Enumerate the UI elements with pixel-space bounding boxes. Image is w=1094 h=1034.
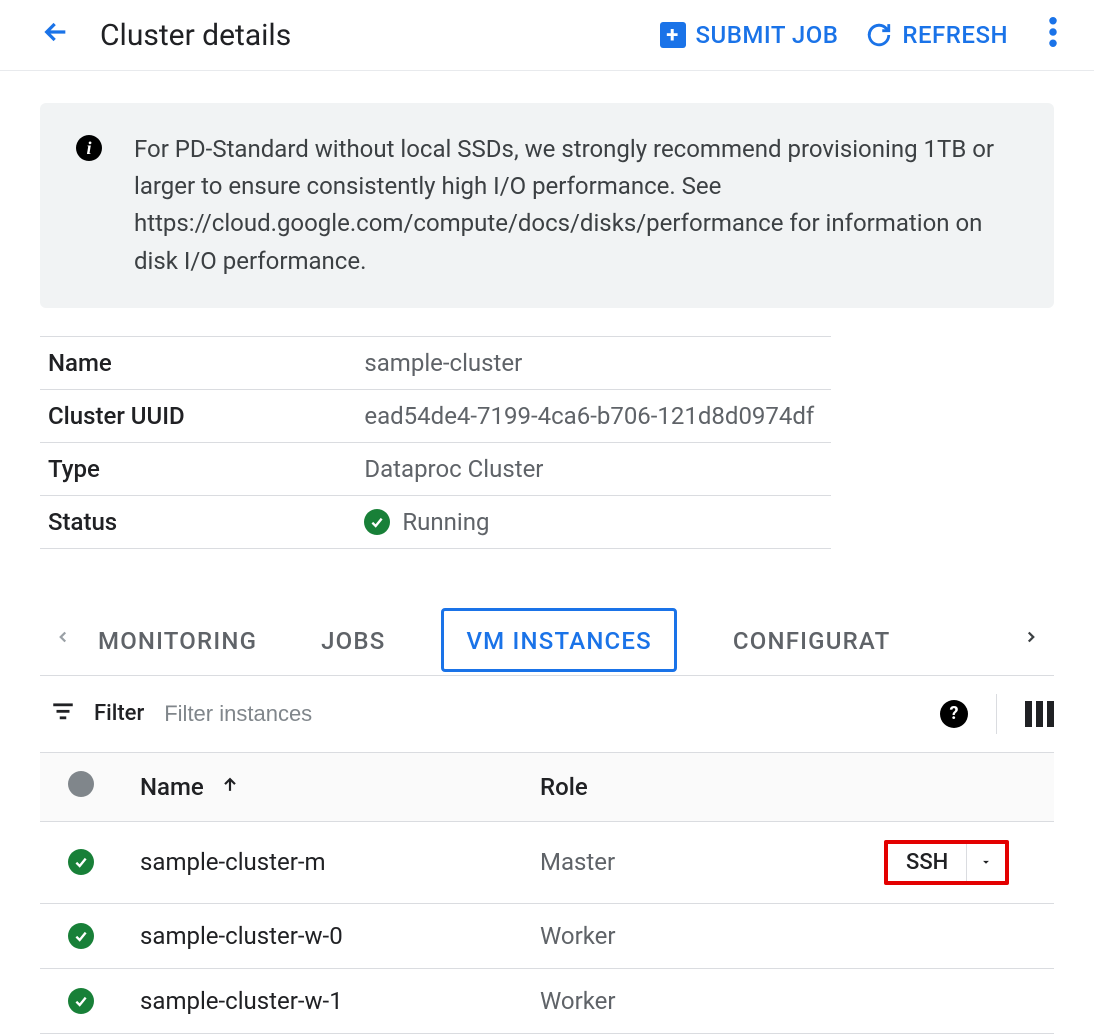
status-ok-icon [68, 923, 94, 949]
instance-row: sample-cluster-w-1Worker [40, 968, 1054, 1033]
filter-bar: Filter ? [40, 676, 1054, 753]
detail-row-name: Name sample-cluster [40, 336, 831, 389]
tab-jobs[interactable]: JOBS [313, 605, 393, 675]
column-header-role[interactable]: Role [530, 753, 874, 822]
instance-name[interactable]: sample-cluster-m [130, 821, 530, 903]
info-icon: i [76, 135, 102, 161]
detail-row-type: Type Dataproc Cluster [40, 442, 831, 495]
detail-type-value: Dataproc Cluster [356, 442, 831, 495]
more-menu-button[interactable] [1036, 17, 1070, 53]
tab-monitoring[interactable]: MONITORING [90, 605, 265, 675]
detail-status-value: Running [402, 508, 489, 536]
help-icon[interactable]: ? [940, 700, 968, 728]
tabs: MONITORING JOBS VM INSTANCES CONFIGURAT [40, 605, 1054, 676]
submit-job-button[interactable]: + SUBMIT JOB [660, 21, 839, 49]
sort-asc-icon [220, 773, 240, 801]
filter-icon [40, 698, 76, 730]
ssh-dropdown-button[interactable] [967, 844, 1005, 881]
detail-uuid-label: Cluster UUID [40, 389, 356, 442]
instance-name[interactable]: sample-cluster-w-0 [130, 903, 530, 968]
tab-vm-instances[interactable]: VM INSTANCES [441, 608, 676, 672]
select-all-indicator[interactable] [68, 771, 94, 797]
ssh-button-group: SSH [884, 840, 1009, 885]
details-table: Name sample-cluster Cluster UUID ead54de… [40, 336, 831, 549]
column-display-icon[interactable] [1025, 701, 1054, 727]
instance-name[interactable]: sample-cluster-w-1 [130, 968, 530, 1033]
info-banner-text: For PD-Standard without local SSDs, we s… [134, 131, 1018, 280]
instance-role: Master [530, 821, 874, 903]
detail-row-status: Status Running [40, 495, 831, 548]
tab-configurat[interactable]: CONFIGURAT [725, 605, 898, 675]
instance-row: sample-cluster-mMaster SSH [40, 821, 1054, 903]
refresh-icon [866, 22, 892, 48]
column-header-name[interactable]: Name [130, 753, 530, 822]
detail-status-label: Status [40, 495, 356, 548]
filter-label: Filter [94, 701, 144, 726]
detail-name-label: Name [40, 336, 356, 389]
page-header: Cluster details + SUBMIT JOB REFRESH [0, 0, 1094, 71]
tabs-scroll-right[interactable] [1008, 623, 1054, 657]
tabs-scroll-left[interactable] [40, 623, 86, 657]
column-name-label: Name [140, 773, 204, 801]
instance-role: Worker [530, 968, 874, 1033]
page-title: Cluster details [100, 18, 291, 53]
status-ok-icon [68, 849, 94, 875]
info-banner: i For PD-Standard without local SSDs, we… [40, 103, 1054, 308]
refresh-button[interactable]: REFRESH [866, 21, 1008, 49]
plus-icon: + [660, 22, 686, 48]
detail-row-uuid: Cluster UUID ead54de4-7199-4ca6-b706-121… [40, 389, 831, 442]
detail-uuid-value: ead54de4-7199-4ca6-b706-121d8d0974df [356, 389, 831, 442]
detail-name-value: sample-cluster [356, 336, 831, 389]
column-role-label: Role [540, 773, 588, 801]
submit-job-label: SUBMIT JOB [696, 21, 839, 49]
separator [996, 694, 997, 734]
instance-row: sample-cluster-w-0Worker [40, 903, 1054, 968]
ssh-button[interactable]: SSH [888, 844, 967, 881]
detail-type-label: Type [40, 442, 356, 495]
instance-role: Worker [530, 903, 874, 968]
refresh-label: REFRESH [902, 21, 1008, 49]
back-arrow-icon[interactable] [40, 16, 72, 54]
filter-input[interactable] [162, 700, 922, 728]
status-running-icon [364, 509, 390, 535]
